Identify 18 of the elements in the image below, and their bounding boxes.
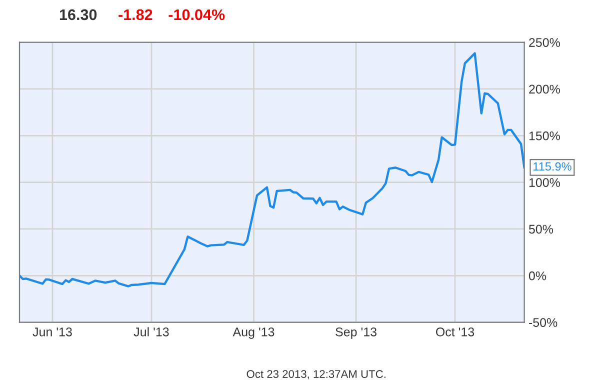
y-tick-label: 50%: [528, 224, 554, 234]
x-tick-label: Oct '13: [436, 327, 474, 336]
y-tick-label: 200%: [529, 84, 560, 94]
x-tick-label: Jul '13: [134, 327, 169, 336]
x-tick-label: Aug '13: [232, 327, 274, 339]
data-label: 115.9%: [534, 162, 572, 171]
y-tick-label: -50%: [529, 318, 558, 327]
x-tick-label: Sep '13: [336, 327, 376, 339]
text: Oct 23 2013, 12:37AM UTC.: [246, 370, 386, 380]
x-tick-label: Jun '13: [32, 327, 72, 336]
y-tick-label: 100%: [529, 178, 560, 187]
text: -10.04%: [168, 9, 225, 20]
y-tick-label: 150%: [529, 131, 560, 140]
line-series: [20, 52, 524, 288]
y-tick-label: 250%: [529, 38, 560, 47]
text: -1.82: [118, 9, 152, 20]
chart-title: 16.30: [60, 9, 97, 20]
y-tick-label: 0%: [528, 271, 546, 280]
